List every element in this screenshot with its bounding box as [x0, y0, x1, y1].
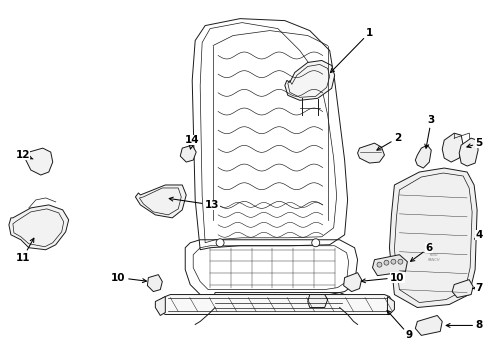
Text: 1: 1	[330, 28, 373, 73]
Circle shape	[384, 260, 389, 265]
Text: 10: 10	[362, 273, 405, 283]
Polygon shape	[343, 273, 362, 292]
Polygon shape	[358, 143, 385, 163]
Polygon shape	[372, 255, 407, 276]
Polygon shape	[180, 145, 196, 162]
Polygon shape	[9, 205, 69, 250]
Polygon shape	[155, 297, 165, 315]
Text: 13: 13	[169, 197, 220, 210]
Circle shape	[216, 239, 224, 247]
Circle shape	[377, 262, 382, 267]
Text: 8: 8	[446, 320, 483, 330]
Text: 3: 3	[425, 115, 435, 148]
Text: 5: 5	[467, 138, 483, 148]
Circle shape	[391, 259, 396, 264]
Polygon shape	[416, 145, 431, 168]
Circle shape	[312, 239, 319, 247]
Polygon shape	[452, 280, 473, 298]
Text: 14: 14	[185, 135, 199, 149]
Circle shape	[398, 259, 403, 264]
Text: 4: 4	[475, 230, 483, 240]
Text: 7: 7	[472, 283, 483, 293]
Polygon shape	[442, 133, 463, 162]
Text: 2: 2	[377, 133, 401, 150]
Polygon shape	[459, 138, 478, 166]
Polygon shape	[285, 60, 335, 100]
Polygon shape	[388, 297, 394, 315]
Text: 10: 10	[111, 273, 147, 283]
Polygon shape	[135, 185, 186, 218]
Text: KING
RANCH: KING RANCH	[428, 253, 441, 262]
Text: 9: 9	[387, 310, 413, 341]
Text: 11: 11	[16, 238, 34, 263]
Text: 12: 12	[16, 150, 33, 160]
Polygon shape	[390, 168, 477, 307]
Polygon shape	[416, 315, 442, 336]
Polygon shape	[155, 294, 394, 315]
Polygon shape	[308, 294, 328, 307]
Polygon shape	[147, 275, 162, 292]
Text: 6: 6	[411, 243, 433, 261]
Polygon shape	[26, 148, 53, 175]
